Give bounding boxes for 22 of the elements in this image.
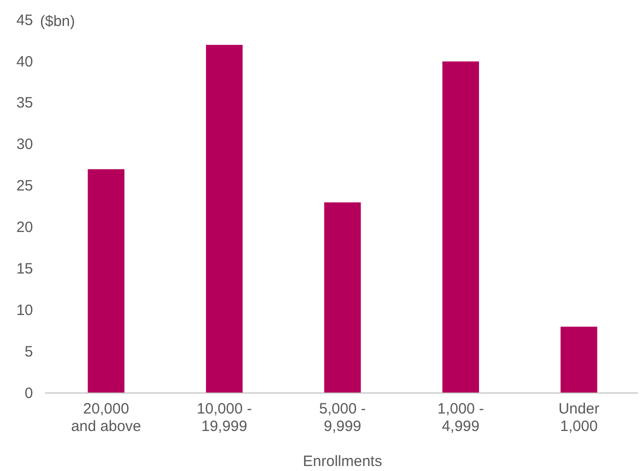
bar [206, 44, 243, 393]
y-tick-label: 25 [16, 178, 33, 195]
x-tick-label: Under 1,000 [558, 400, 600, 435]
y-tick-label: 20 [16, 219, 33, 236]
y-axis-title: ($bn) [40, 13, 76, 30]
y-tick-label: 35 [16, 94, 33, 112]
x-tick-label: 1,000 - 4,999 [437, 400, 484, 435]
y-tick-label: 40 [16, 53, 33, 70]
y-tick-label: 10 [16, 302, 33, 319]
bar [560, 326, 598, 393]
y-tick-label: 45 [16, 12, 33, 29]
y-tick-label: 30 [16, 136, 33, 154]
y-tick-label: 15 [16, 260, 33, 278]
x-tick-label: 5,000 - 9,999 [319, 400, 366, 435]
x-tick-label: 20,000 and above [71, 400, 142, 435]
bar [324, 202, 361, 393]
bar [442, 61, 480, 393]
y-tick-label: 0 [24, 384, 33, 402]
bar [88, 169, 124, 393]
x-tick-label: 10,000 - 19,999 [196, 400, 252, 435]
x-axis-title: Enrollments [302, 453, 382, 470]
y-tick-label: 5 [24, 343, 33, 360]
